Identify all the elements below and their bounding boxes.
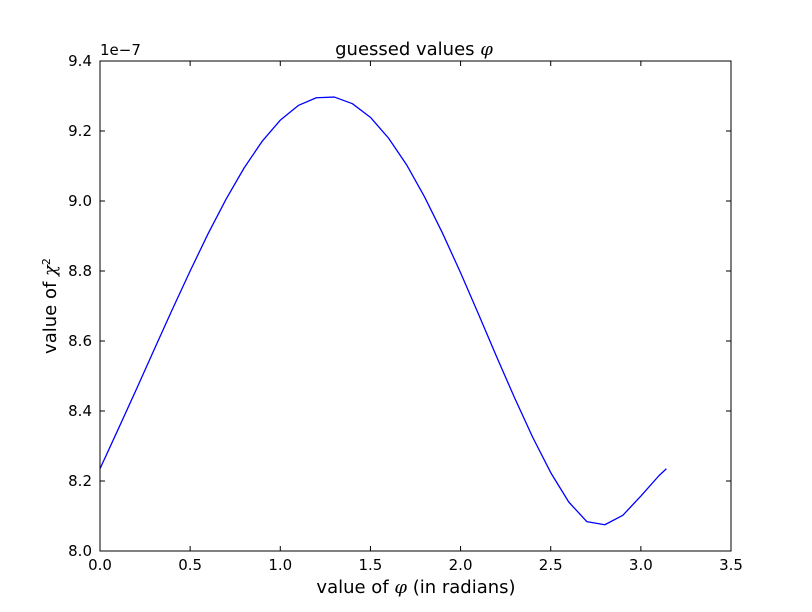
y-tick-label: 8.0	[68, 542, 92, 560]
y-tick-label: 8.8	[68, 262, 92, 280]
x-tick-label: 1.5	[358, 556, 382, 574]
y-tick-label: 9.4	[68, 52, 92, 70]
chart-title: guessed values φ	[335, 39, 493, 60]
y-offset-text: 1e−7	[100, 41, 141, 59]
y-tick-label: 8.6	[68, 332, 92, 350]
x-axis-ticks: 0.0 0.5 1.0 1.5 2.0 2.5 3.0 3.5	[88, 61, 743, 574]
plot-background	[100, 61, 731, 551]
data-line-series-1	[99, 96, 667, 526]
x-axis-title: value of φ (in radians)	[316, 577, 515, 598]
y-tick-label: 9.0	[68, 192, 92, 210]
x-tick-label: 3.5	[719, 556, 743, 574]
plot-area	[99, 60, 732, 552]
y-tick-label: 9.2	[68, 122, 92, 140]
y-axis-ticks: 8.0 8.2 8.4 8.6 8.8 9.0 9.2 9.4	[68, 52, 731, 560]
x-tick-label: 1.0	[268, 556, 292, 574]
x-tick-label: 3.0	[629, 556, 653, 574]
y-tick-label: 8.2	[68, 472, 92, 490]
x-tick-label: 2.0	[449, 556, 473, 574]
x-tick-label: 2.5	[539, 556, 563, 574]
y-tick-label: 8.4	[68, 402, 92, 420]
y-axis-title: value of χ2	[40, 258, 62, 354]
x-tick-label: 0.5	[178, 556, 202, 574]
axes-frame	[99, 60, 732, 552]
x-tick-label: 0.0	[88, 556, 112, 574]
